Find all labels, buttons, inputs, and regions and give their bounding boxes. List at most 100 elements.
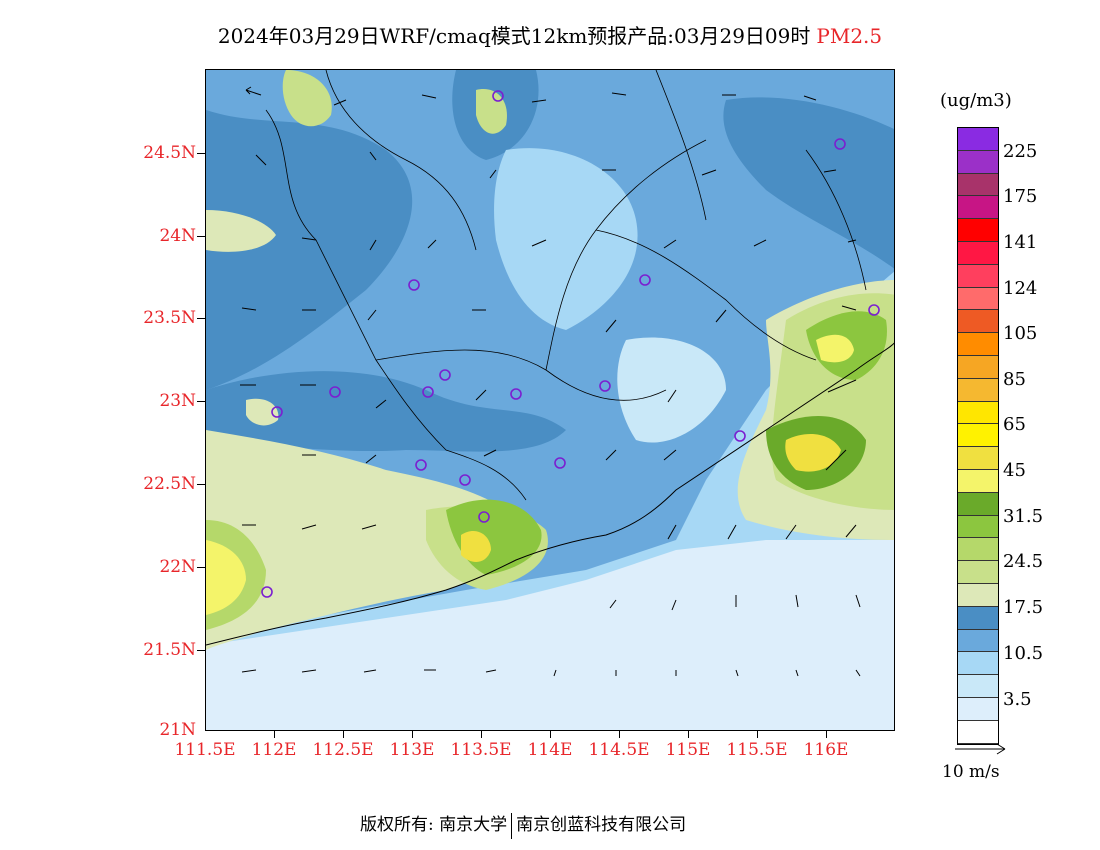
legend-swatch <box>958 538 998 562</box>
legend-swatch <box>958 675 998 698</box>
lat-label: 23N <box>159 391 196 411</box>
lat-tick <box>197 236 205 237</box>
province-boundaries <box>265 109 817 501</box>
legend-swatch <box>958 264 998 288</box>
field-45-east-n <box>816 334 854 363</box>
field-45-east-s <box>785 434 841 472</box>
legend-swatch <box>958 241 998 265</box>
legend-swatch <box>958 219 998 242</box>
legend-swatch <box>958 196 998 220</box>
chart-title: 2024年03月29日WRF/cmaq模式12km预报产品:03月29日09时 P… <box>0 20 1100 49</box>
wind-reference-label: 10 m/s <box>942 762 1000 782</box>
lat-label: 21N <box>159 720 196 740</box>
lon-label: 115E <box>665 740 711 760</box>
wind-reference-arrow <box>955 743 1006 755</box>
lon-tick <box>481 731 482 738</box>
legend-unit: (ug/m3) <box>940 90 1012 111</box>
lat-tick <box>197 153 205 154</box>
legend-swatch <box>958 310 998 334</box>
legend-label: 85 <box>1003 369 1026 390</box>
copyright-text: 版权所有: 南京大学 <box>360 815 508 835</box>
footer-credit: 版权所有: 南京大学 南京创蓝科技有限公司 <box>360 810 686 839</box>
lat-tick <box>197 484 205 485</box>
legend-swatch <box>958 697 998 721</box>
legend-label: 65 <box>1003 414 1026 435</box>
lon-tick <box>619 731 620 738</box>
lon-label: 112E <box>251 740 297 760</box>
legend-swatch <box>958 492 998 516</box>
field-17-ne <box>723 97 894 269</box>
field-45-pearl <box>461 530 491 562</box>
legend-swatch <box>958 333 998 356</box>
field-20-w2 <box>246 398 279 426</box>
legend-label: 31.5 <box>1003 506 1044 527</box>
lon-label: 114.5E <box>588 740 650 760</box>
legend-swatch <box>958 469 998 493</box>
legend-swatch <box>958 583 998 607</box>
lat-tick <box>197 318 205 319</box>
lon-label: 113.5E <box>450 740 512 760</box>
legend-swatch <box>958 447 998 470</box>
legend-swatch <box>958 561 998 584</box>
field-45-sw <box>206 540 246 615</box>
legend-swatch <box>958 128 998 151</box>
legend-label: 24.5 <box>1003 551 1044 572</box>
field-low-east <box>617 337 726 443</box>
legend-swatch <box>958 287 998 311</box>
county-boundaries <box>325 70 867 291</box>
lon-tick <box>550 731 551 738</box>
pm25-concentration-map <box>205 69 895 731</box>
company-text: 南京创蓝科技有限公司 <box>516 815 687 835</box>
lat-tick <box>197 650 205 651</box>
legend-swatch <box>958 378 998 402</box>
lat-label: 24.5N <box>143 143 196 163</box>
lat-tick <box>197 567 205 568</box>
coastline <box>206 342 894 646</box>
legend-swatch <box>958 173 998 197</box>
lon-tick <box>412 731 413 738</box>
lon-label: 116E <box>803 740 849 760</box>
lat-label: 22N <box>159 557 196 577</box>
legend-swatch <box>958 515 998 539</box>
legend-swatch <box>958 150 998 174</box>
lon-tick <box>688 731 689 738</box>
lon-tick <box>826 731 827 738</box>
field-20-sw <box>206 430 508 650</box>
legend-label: 105 <box>1003 323 1038 344</box>
legend-label: 10.5 <box>1003 643 1044 664</box>
lat-label: 23.5N <box>143 308 196 328</box>
legend-swatch <box>958 355 998 379</box>
wind-vectors <box>240 86 861 677</box>
title-main: 2024年03月29日WRF/cmaq模式12km预报产品:03月29日09时 <box>217 24 811 48</box>
title-species: PM2.5 <box>816 24 883 48</box>
lat-label: 24N <box>159 226 196 246</box>
lon-label: 112.5E <box>312 740 374 760</box>
field-17-west <box>206 110 413 390</box>
legend-swatch <box>958 720 998 744</box>
lon-tick <box>343 731 344 738</box>
lon-label: 114E <box>527 740 573 760</box>
lon-label: 115.5E <box>726 740 788 760</box>
legend-swatch <box>958 606 998 630</box>
field-20-w <box>206 210 276 252</box>
lat-tick <box>197 401 205 402</box>
lon-label: 113E <box>389 740 435 760</box>
lon-label: 111.5E <box>174 740 236 760</box>
legend-label: 45 <box>1003 460 1026 481</box>
legend-label: 175 <box>1003 186 1038 207</box>
legend-label: 141 <box>1003 232 1038 253</box>
lon-tick <box>274 731 275 738</box>
map-canvas <box>206 70 894 730</box>
lat-label: 21.5N <box>143 640 196 660</box>
monitoring-stations <box>261 90 880 598</box>
lat-label: 22.5N <box>143 474 196 494</box>
color-legend <box>957 127 999 745</box>
legend-swatch <box>958 629 998 653</box>
field-17-central <box>206 371 566 452</box>
legend-label: 124 <box>1003 278 1038 299</box>
lon-tick <box>757 731 758 738</box>
legend-label: 17.5 <box>1003 597 1044 618</box>
legend-swatch <box>958 652 998 676</box>
legend-label: 225 <box>1003 141 1038 162</box>
field-20-nw <box>282 70 332 127</box>
